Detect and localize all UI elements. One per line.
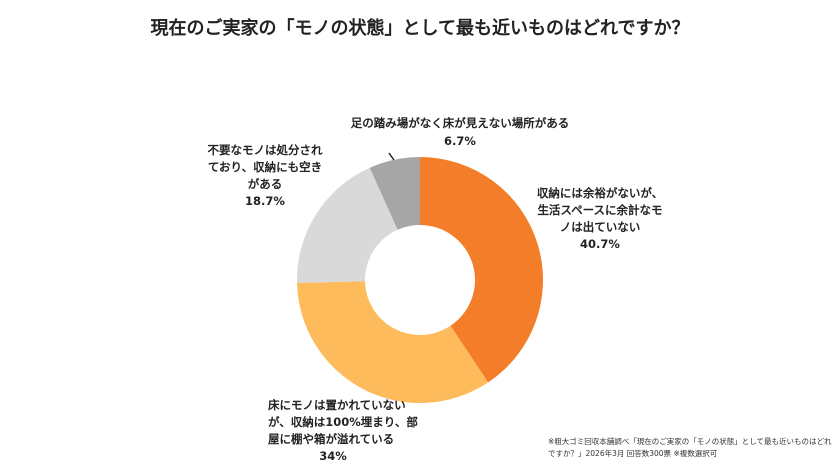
donut-slice bbox=[420, 157, 543, 383]
footnote: ※粗大ゴミ回収本舗調べ「現在のご実家の「モノの状態」として最も近いものはどれ で… bbox=[548, 437, 832, 458]
value-label: 34% bbox=[319, 449, 347, 463]
chart-title: 現在のご実家の「モノの状態」として最も近いものはどれですか？ bbox=[150, 18, 690, 39]
donut-slice bbox=[369, 157, 420, 230]
donut-slice bbox=[297, 167, 398, 283]
slice-label: 床にモノは置かれていない が、収納は100%埋まり、部 屋に棚や箱が溢れている bbox=[268, 398, 418, 446]
slice-label: 収納には余裕がないが、 生活スペースに余計なモ ノは出ていない bbox=[536, 186, 664, 234]
donut-slice bbox=[297, 281, 489, 403]
slice-label: 足の踏み場がなく床が見えない場所がある bbox=[350, 116, 570, 130]
value-label: 18.7% bbox=[245, 194, 285, 208]
value-label: 6.7% bbox=[444, 134, 476, 148]
slice-label: 不要なモノは処分され ており、収納にも空き がある bbox=[207, 143, 323, 191]
value-label: 40.7% bbox=[580, 237, 620, 251]
